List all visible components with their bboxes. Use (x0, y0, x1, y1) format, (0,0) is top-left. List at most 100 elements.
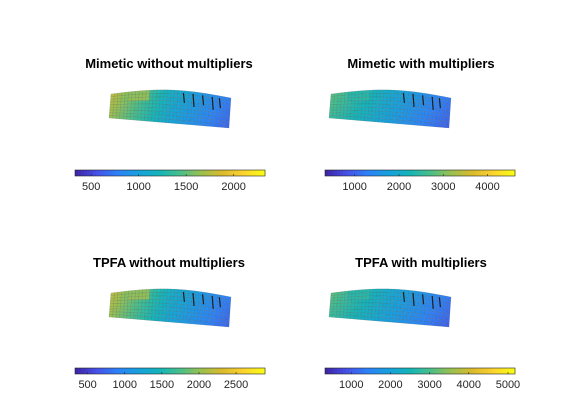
grid-cell (365, 103, 370, 108)
grid-cell (179, 311, 184, 316)
grid-cell (350, 110, 355, 114)
grid-cell (184, 90, 189, 96)
grid-cell (198, 96, 203, 101)
grid-cell (354, 110, 359, 114)
colorbar-step (140, 170, 144, 176)
grid-cell (329, 101, 334, 105)
grid-cell (361, 309, 366, 314)
grid-cell (354, 296, 359, 300)
grid-cell (204, 310, 209, 315)
grid-cell (194, 312, 199, 318)
grid-cell (218, 319, 223, 324)
grid-cell (147, 117, 152, 122)
colorbar-step (494, 170, 498, 176)
fault-line (211, 96, 214, 110)
grid-cell (396, 108, 401, 113)
colorbar-step (229, 170, 233, 176)
grid-cell (130, 309, 135, 313)
colorbar-step (464, 170, 468, 176)
grid-cell (198, 298, 203, 304)
grid-cell (329, 300, 334, 304)
grid-cell (400, 105, 405, 110)
grid-cell (211, 318, 216, 323)
grid-cell (333, 297, 338, 301)
grid-cell (113, 297, 118, 301)
grid-cell (226, 309, 231, 314)
colorbar-step (214, 368, 218, 374)
grid-cell (367, 313, 372, 318)
colorbar-step (241, 170, 245, 176)
grid-cell (413, 320, 418, 325)
grid-cell (427, 122, 432, 127)
grid-cell (180, 105, 185, 110)
grid-cell (418, 295, 423, 300)
grid-cell (166, 97, 171, 102)
colorbar-step (205, 170, 209, 176)
grid-cell (406, 312, 411, 317)
grid-cell (130, 113, 135, 117)
colorbar-step (434, 368, 439, 374)
grid-cell (340, 104, 345, 108)
grid-cell (207, 321, 212, 326)
grid-cell (336, 112, 341, 117)
grid-cell (169, 299, 174, 305)
colorbar-step (220, 368, 224, 374)
grid-cell (355, 90, 360, 95)
colorbar-step (178, 368, 183, 374)
grid-cell (179, 116, 184, 121)
grid-cell (112, 115, 117, 119)
grid-cell (169, 108, 174, 113)
grid-cell (116, 311, 121, 316)
grid-cell (354, 97, 359, 101)
colorbar-step (143, 170, 147, 176)
grid-cell (133, 312, 138, 317)
grid-cell (357, 302, 363, 307)
grid-cell (445, 117, 450, 122)
grid-cell (340, 107, 345, 111)
grid-cell (385, 314, 390, 319)
grid-cell (354, 100, 359, 105)
grid-cell (425, 107, 430, 113)
grid-cell (343, 110, 348, 114)
grid-cell (159, 96, 164, 101)
grid-cell (425, 100, 430, 105)
grid-cell (177, 97, 182, 102)
fault-line (431, 96, 434, 110)
grid-cell (446, 103, 451, 109)
grid-cell (442, 316, 447, 321)
grid-cell (159, 93, 164, 98)
grid-cell (347, 100, 352, 105)
grid-cell (117, 101, 122, 105)
grid-cell (188, 91, 193, 96)
grid-cell (369, 292, 374, 297)
grid-cell (193, 320, 198, 325)
grid-cell (367, 316, 372, 321)
grid-cell (335, 314, 340, 319)
grid-cell (194, 309, 199, 314)
colorbar-step (119, 170, 123, 176)
grid-cell (368, 100, 373, 105)
colorbar-step (393, 368, 397, 374)
grid-cell (424, 115, 429, 120)
grid-cell (207, 317, 212, 323)
grid-cell (194, 110, 199, 115)
colorbar-step (425, 368, 430, 374)
grid-cell (115, 115, 120, 120)
grid-cell (162, 303, 167, 308)
grid-cell (371, 114, 376, 119)
colorbar-step (473, 368, 477, 374)
colorbar-step (77, 368, 82, 374)
grid-cell (446, 114, 451, 119)
grid-cell (222, 309, 227, 314)
grid-cell (161, 118, 166, 123)
colorbar-step (327, 170, 332, 176)
grid-cell (148, 103, 153, 108)
grid-cell (346, 116, 351, 120)
grid-cell (332, 112, 337, 116)
fault-line (218, 98, 221, 109)
colorbar-step (190, 170, 195, 176)
grid-cell (365, 93, 370, 98)
grid-cell (442, 113, 447, 118)
grid-cell (439, 308, 444, 313)
grid-cell (399, 315, 404, 320)
